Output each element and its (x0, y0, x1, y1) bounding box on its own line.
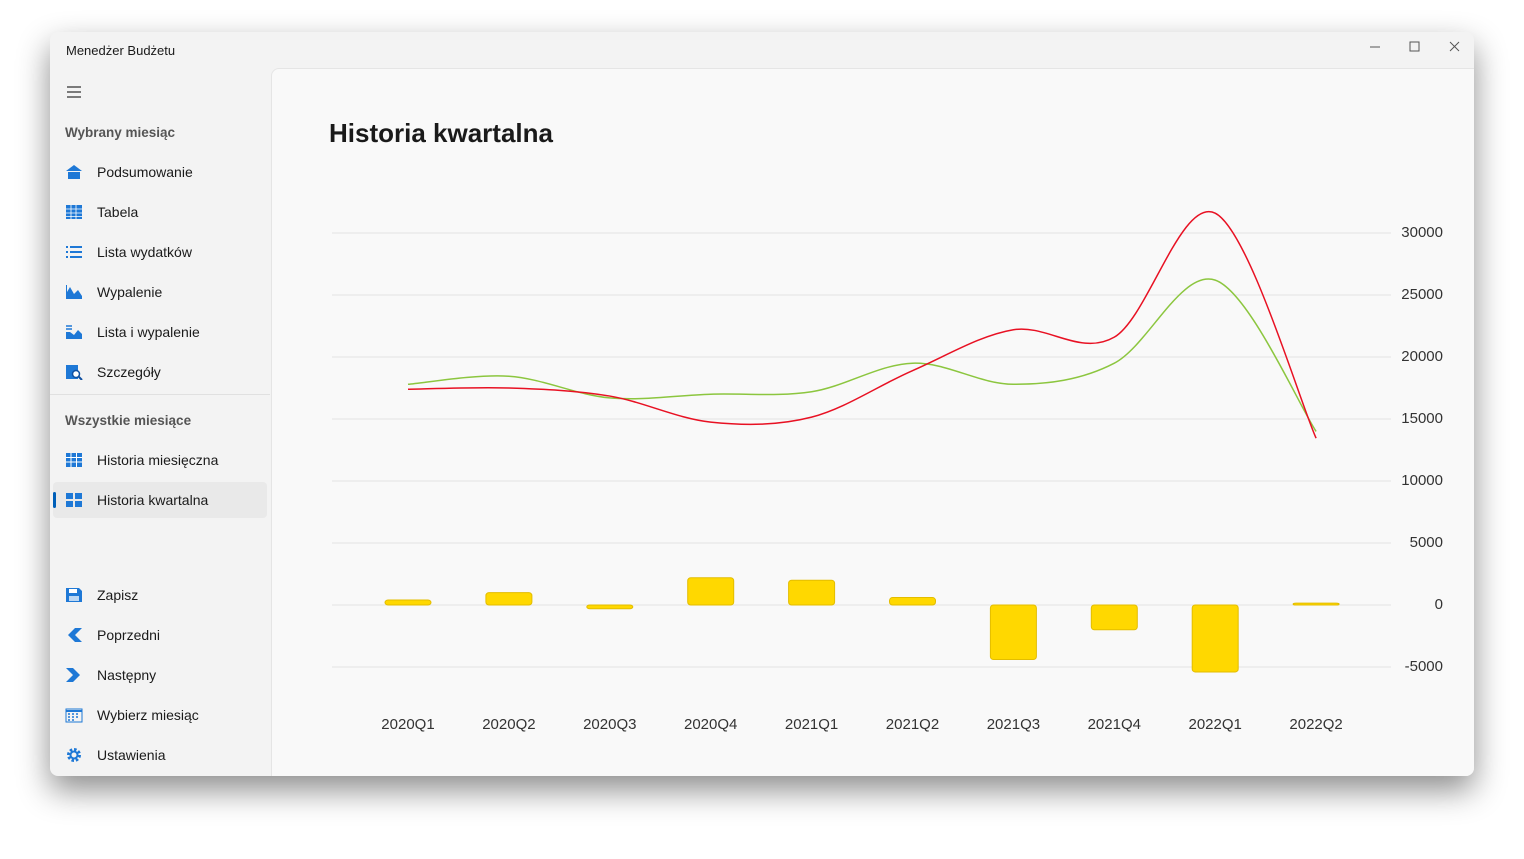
bar (687, 577, 735, 606)
bar (989, 604, 1037, 661)
nav-label: Poprzedni (97, 627, 161, 643)
x-tick-label: 2022Q1 (1189, 716, 1242, 733)
y-tick-label: 0 (1435, 596, 1443, 613)
nav-item[interactable]: Lista wydatków (53, 234, 267, 270)
window-title: Menedżer Budżetu (66, 43, 176, 58)
nav-item[interactable]: Poprzedni (53, 617, 267, 653)
y-tick-label: 30000 (1401, 224, 1443, 241)
y-tick-label: 20000 (1401, 348, 1443, 365)
icon (66, 668, 80, 682)
x-tick-label: 2021Q2 (886, 716, 939, 733)
nav-label: Podsumowanie (97, 164, 193, 180)
icon (66, 205, 82, 219)
y-tick-label: 15000 (1401, 410, 1443, 427)
bar (788, 579, 836, 606)
nav-label: Lista wydatków (97, 244, 192, 260)
nav-label: Tabela (97, 204, 139, 220)
bar (485, 592, 533, 606)
line-series (407, 210, 1317, 439)
nav-item[interactable]: Wybierz miesiąc (53, 697, 267, 733)
nav-item[interactable]: Następny (53, 657, 267, 693)
x-tick-label: 2020Q3 (583, 716, 636, 733)
x-tick-label: 2020Q1 (381, 716, 434, 733)
nav-item[interactable]: Tabela (53, 194, 267, 230)
icon (66, 246, 82, 258)
nav-item[interactable]: Wypalenie (53, 274, 267, 310)
icon (66, 588, 82, 602)
nav-item[interactable]: Szczegóły (53, 354, 267, 390)
icon (66, 453, 82, 467)
nav-item[interactable]: Ustawienia (53, 737, 267, 773)
nav-label: Następny (97, 667, 157, 683)
nav-label: Wybierz miesiąc (97, 707, 199, 723)
bar (889, 597, 936, 606)
line-series (407, 278, 1317, 432)
icon (67, 748, 81, 762)
nav-item[interactable]: Zapisz (53, 577, 267, 613)
content-panel: Historia kwartalna -5000 0 5000 10000 15000 2… (271, 68, 1474, 776)
nav-label: Historia kwartalna (97, 492, 209, 508)
nav-label: Lista i wypalenie (97, 324, 200, 340)
y-tick-label: 10000 (1401, 472, 1443, 489)
icon (65, 708, 83, 723)
chart: Historia kwartalna -5000 0 5000 10000 15000 2… (329, 118, 1443, 733)
nav-label: Ustawienia (97, 747, 166, 763)
x-tick-label: 2021Q1 (785, 716, 838, 733)
icon (66, 493, 82, 507)
bar (384, 599, 432, 606)
page-title: Historia kwartalna (329, 118, 554, 148)
x-tick-label: 2021Q4 (1088, 716, 1141, 733)
nav-item[interactable]: Historia miesięczna (53, 442, 267, 478)
section-header: Wszystkie miesiące (65, 413, 192, 428)
nav-label: Zapisz (97, 587, 139, 603)
window-controls (1370, 41, 1460, 52)
icon (68, 628, 82, 642)
icon (66, 325, 82, 339)
y-tick-label: -5000 (1405, 658, 1443, 675)
close-button[interactable] (1449, 41, 1460, 52)
nav-label: Historia miesięczna (97, 452, 219, 468)
y-tick-label: 5000 (1410, 534, 1443, 551)
bar (1292, 602, 1340, 606)
y-tick-label: 25000 (1401, 286, 1443, 303)
maximize-button[interactable] (1409, 41, 1420, 52)
nav-item[interactable]: Podsumowanie (53, 154, 267, 190)
x-tick-label: 2020Q2 (482, 716, 535, 733)
x-tick-label: 2021Q3 (987, 716, 1040, 733)
icon (66, 165, 82, 179)
nav-label: Szczegóły (97, 364, 161, 380)
nav-label: Wypalenie (97, 284, 163, 300)
section-header: Wybrany miesiąc (65, 125, 176, 140)
x-tick-label: 2020Q4 (684, 716, 737, 733)
nav-item-selected[interactable]: Historia kwartalna (53, 482, 267, 518)
icon (66, 285, 82, 299)
x-tick-label: 2022Q2 (1289, 716, 1342, 733)
app-window: Menedżer Budżetu Wybrany miesiąc Podsumo… (50, 32, 1474, 776)
selection-indicator (53, 492, 56, 508)
divider (50, 394, 270, 395)
menu-button[interactable] (66, 85, 82, 99)
bar (1090, 604, 1138, 631)
icon (66, 365, 83, 380)
bar (1191, 604, 1239, 673)
bar (586, 604, 634, 610)
nav-item[interactable]: Lista i wypalenie (53, 314, 267, 350)
